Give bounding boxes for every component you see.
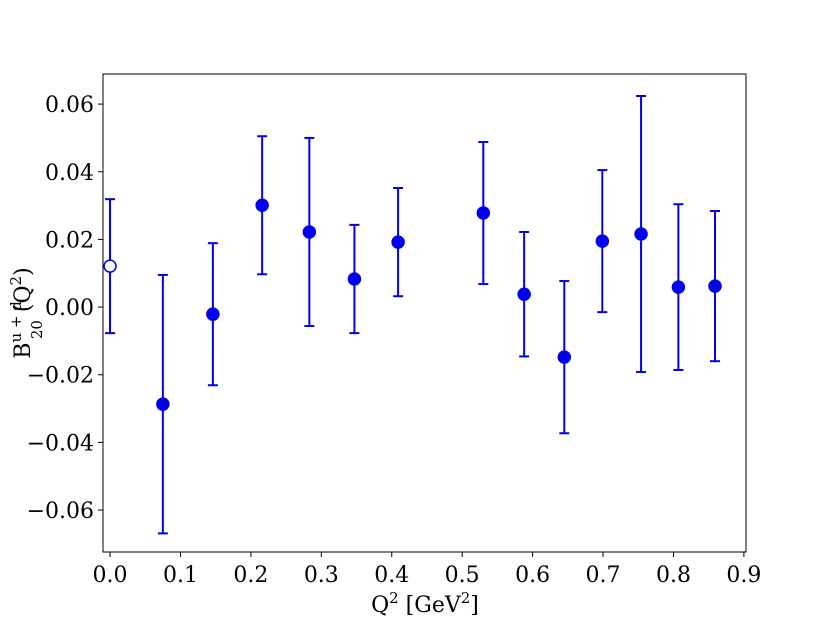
x-axis-label: Q2 [GeV2] (371, 589, 479, 618)
y-tick-label: 0.06 (45, 93, 94, 118)
x-tick-label: 0.7 (586, 563, 621, 588)
x-tick-label: 0.0 (93, 563, 128, 588)
x-label-sup: 2 (461, 589, 471, 607)
point (156, 397, 170, 411)
x-tick-label: 0.9 (726, 563, 761, 588)
y-tick-label: 0.02 (45, 228, 94, 253)
y-tick-label: 0.04 (45, 161, 94, 186)
point (391, 235, 405, 249)
x-label-part: ] (470, 593, 479, 618)
point (206, 307, 220, 321)
x-label-sup: 2 (389, 589, 399, 607)
y-label-part: B (11, 343, 36, 359)
plot-frame (102, 73, 747, 553)
point (517, 287, 531, 301)
y-tick-label: −0.04 (27, 431, 94, 456)
x-tick-label: 0.4 (374, 563, 409, 588)
point (671, 280, 686, 294)
point (557, 350, 572, 364)
x-tick-label: 0.3 (304, 563, 339, 588)
y-label-sup: u + d (7, 301, 25, 343)
y-label-part: (Q (11, 285, 36, 312)
y-tick-label: −0.06 (27, 499, 94, 524)
y-label-sub: 20 (28, 320, 46, 339)
x-tick-label: 0.5 (445, 563, 480, 588)
y-label-sup: 2 (7, 276, 25, 286)
point (634, 227, 648, 241)
y-axis-label: Bu + d 20 (Q2) (7, 267, 46, 358)
point (347, 272, 362, 286)
point (708, 279, 722, 293)
y-tick-label: 0.00 (45, 296, 94, 321)
point (476, 206, 491, 220)
x-tick-label: 0.6 (515, 563, 550, 588)
x-tick-label: 0.2 (233, 563, 268, 588)
point (595, 234, 610, 248)
x-label-part: Q (371, 593, 389, 618)
point (255, 198, 269, 213)
x-label-part: [GeV (399, 593, 462, 618)
x-tick-label: 0.8 (656, 563, 691, 588)
point (302, 225, 317, 239)
x-tick-label: 0.1 (163, 563, 198, 588)
y-tick-label: −0.02 (27, 364, 94, 389)
point (103, 259, 117, 273)
y-label-part: ) (11, 267, 36, 276)
